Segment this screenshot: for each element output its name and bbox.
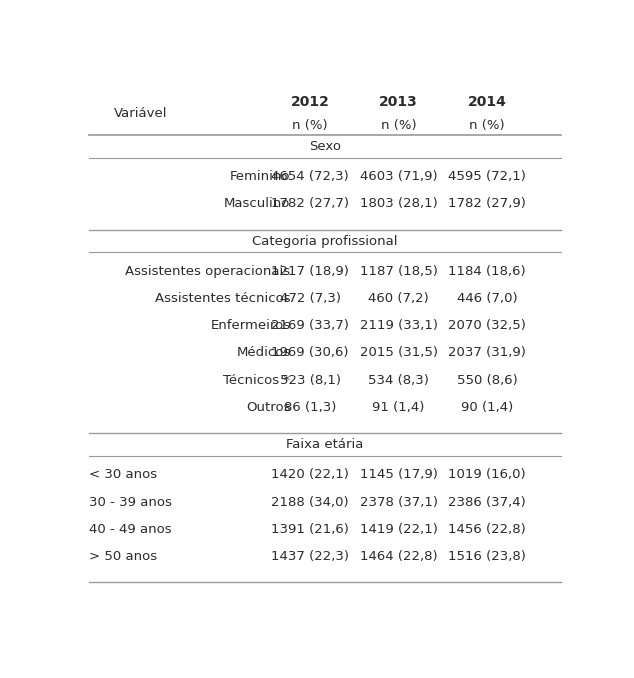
Text: 2037 (31,9): 2037 (31,9) xyxy=(448,346,526,359)
Text: 550 (8,6): 550 (8,6) xyxy=(456,374,517,386)
Text: 1782 (27,7): 1782 (27,7) xyxy=(271,197,349,210)
Text: 2012: 2012 xyxy=(291,95,330,109)
Text: 1145 (17,9): 1145 (17,9) xyxy=(359,468,437,481)
Text: Categoria profissional: Categoria profissional xyxy=(252,235,398,247)
Text: 2119 (33,1): 2119 (33,1) xyxy=(359,319,437,332)
Text: 40 - 49 anos: 40 - 49 anos xyxy=(89,523,172,536)
Text: Assistentes operacionais: Assistentes operacionais xyxy=(126,265,290,278)
Text: 446 (7,0): 446 (7,0) xyxy=(456,292,517,305)
Text: 1456 (22,8): 1456 (22,8) xyxy=(448,523,526,536)
Text: Assistentes técnicos: Assistentes técnicos xyxy=(155,292,290,305)
Text: 1187 (18,5): 1187 (18,5) xyxy=(359,265,437,278)
Text: Feminino: Feminino xyxy=(230,170,290,183)
Text: 1969 (30,6): 1969 (30,6) xyxy=(271,346,349,359)
Text: 1019 (16,0): 1019 (16,0) xyxy=(448,468,526,481)
Text: 1516 (23,8): 1516 (23,8) xyxy=(448,550,526,563)
Text: 2188 (34,0): 2188 (34,0) xyxy=(271,496,349,508)
Text: Técnicos *: Técnicos * xyxy=(223,374,290,386)
Text: 1217 (18,9): 1217 (18,9) xyxy=(271,265,349,278)
Text: 523 (8,1): 523 (8,1) xyxy=(280,374,340,386)
Text: 1803 (28,1): 1803 (28,1) xyxy=(359,197,437,210)
Text: 1419 (22,1): 1419 (22,1) xyxy=(359,523,437,536)
Text: 1464 (22,8): 1464 (22,8) xyxy=(360,550,437,563)
Text: < 30 anos: < 30 anos xyxy=(89,468,157,481)
Text: Variável: Variável xyxy=(113,107,167,120)
Text: Sexo: Sexo xyxy=(309,140,341,153)
Text: 91 (1,4): 91 (1,4) xyxy=(372,401,425,414)
Text: 2014: 2014 xyxy=(468,95,507,109)
Text: 1391 (21,6): 1391 (21,6) xyxy=(271,523,349,536)
Text: 4603 (71,9): 4603 (71,9) xyxy=(360,170,437,183)
Text: 2169 (33,7): 2169 (33,7) xyxy=(271,319,349,332)
Text: 4595 (72,1): 4595 (72,1) xyxy=(448,170,526,183)
Text: 90 (1,4): 90 (1,4) xyxy=(461,401,513,414)
Text: Faixa etária: Faixa etária xyxy=(286,438,364,451)
Text: > 50 anos: > 50 anos xyxy=(89,550,157,563)
Text: 2378 (37,1): 2378 (37,1) xyxy=(359,496,437,508)
Text: 4654 (72,3): 4654 (72,3) xyxy=(271,170,349,183)
Text: 30 - 39 anos: 30 - 39 anos xyxy=(89,496,172,508)
Text: 2070 (32,5): 2070 (32,5) xyxy=(448,319,526,332)
Text: 534 (8,3): 534 (8,3) xyxy=(368,374,429,386)
Text: 1782 (27,9): 1782 (27,9) xyxy=(448,197,526,210)
Text: 2386 (37,4): 2386 (37,4) xyxy=(448,496,526,508)
Text: 1184 (18,6): 1184 (18,6) xyxy=(448,265,526,278)
Text: n (%): n (%) xyxy=(292,119,328,132)
Text: Médicos: Médicos xyxy=(236,346,290,359)
Text: Masculino: Masculino xyxy=(224,197,290,210)
Text: 1420 (22,1): 1420 (22,1) xyxy=(271,468,349,481)
Text: Enfermeiros: Enfermeiros xyxy=(210,319,290,332)
Text: 1437 (22,3): 1437 (22,3) xyxy=(271,550,349,563)
Text: 86 (1,3): 86 (1,3) xyxy=(284,401,337,414)
Text: 472 (7,3): 472 (7,3) xyxy=(280,292,340,305)
Text: n (%): n (%) xyxy=(381,119,417,132)
Text: n (%): n (%) xyxy=(469,119,505,132)
Text: Outros: Outros xyxy=(246,401,290,414)
Text: 2013: 2013 xyxy=(379,95,418,109)
Text: 460 (7,2): 460 (7,2) xyxy=(368,292,429,305)
Text: 2015 (31,5): 2015 (31,5) xyxy=(359,346,437,359)
